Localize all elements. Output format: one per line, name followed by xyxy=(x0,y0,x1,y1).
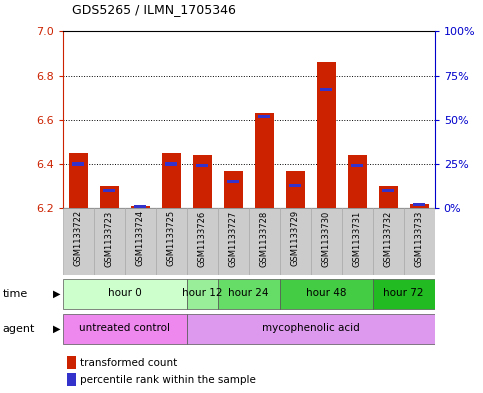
Bar xyxy=(224,171,242,208)
FancyBboxPatch shape xyxy=(94,208,125,275)
Text: hour 48: hour 48 xyxy=(306,288,346,298)
Text: GSM1133726: GSM1133726 xyxy=(198,210,207,266)
Bar xyxy=(289,184,301,187)
Text: GSM1133729: GSM1133729 xyxy=(291,210,300,266)
Bar xyxy=(410,204,428,208)
FancyBboxPatch shape xyxy=(125,208,156,275)
Bar xyxy=(69,153,87,208)
Text: GDS5265 / ILMN_1705346: GDS5265 / ILMN_1705346 xyxy=(72,3,236,16)
FancyBboxPatch shape xyxy=(249,208,280,275)
Bar xyxy=(100,186,119,208)
Text: untreated control: untreated control xyxy=(79,323,170,334)
FancyBboxPatch shape xyxy=(218,279,280,309)
FancyBboxPatch shape xyxy=(218,208,249,275)
Text: GSM1133728: GSM1133728 xyxy=(260,210,269,266)
Text: GSM1133722: GSM1133722 xyxy=(74,210,83,266)
FancyBboxPatch shape xyxy=(63,314,187,344)
FancyBboxPatch shape xyxy=(63,208,94,275)
Bar xyxy=(67,373,76,386)
FancyBboxPatch shape xyxy=(187,279,218,309)
Bar xyxy=(134,205,146,208)
Bar xyxy=(379,186,398,208)
FancyBboxPatch shape xyxy=(373,208,404,275)
Text: GSM1133730: GSM1133730 xyxy=(322,210,331,266)
Text: hour 0: hour 0 xyxy=(108,288,142,298)
Text: time: time xyxy=(2,289,28,299)
Text: GSM1133732: GSM1133732 xyxy=(384,210,393,266)
Text: mycophenolic acid: mycophenolic acid xyxy=(262,323,360,334)
Bar xyxy=(258,115,270,118)
Text: hour 72: hour 72 xyxy=(384,288,424,298)
Text: GSM1133727: GSM1133727 xyxy=(229,210,238,266)
Text: transformed count: transformed count xyxy=(80,358,177,367)
Bar xyxy=(193,155,212,208)
Bar xyxy=(227,180,239,184)
Text: ▶: ▶ xyxy=(53,324,60,334)
Text: hour 24: hour 24 xyxy=(228,288,269,298)
Bar xyxy=(348,155,367,208)
FancyBboxPatch shape xyxy=(342,208,373,275)
Text: GSM1133723: GSM1133723 xyxy=(105,210,114,266)
Bar xyxy=(255,113,273,208)
FancyBboxPatch shape xyxy=(187,314,435,344)
Bar xyxy=(165,162,177,166)
FancyBboxPatch shape xyxy=(187,208,218,275)
Bar xyxy=(131,206,150,208)
FancyBboxPatch shape xyxy=(404,208,435,275)
Text: percentile rank within the sample: percentile rank within the sample xyxy=(80,375,256,384)
Bar xyxy=(320,88,332,92)
Bar xyxy=(351,164,363,167)
Text: GSM1133731: GSM1133731 xyxy=(353,210,362,266)
Bar xyxy=(317,62,336,208)
FancyBboxPatch shape xyxy=(280,279,373,309)
Bar xyxy=(286,171,304,208)
FancyBboxPatch shape xyxy=(311,208,342,275)
Bar xyxy=(382,189,394,192)
Bar xyxy=(72,162,85,166)
Text: GSM1133733: GSM1133733 xyxy=(415,210,424,267)
Text: GSM1133725: GSM1133725 xyxy=(167,210,176,266)
FancyBboxPatch shape xyxy=(156,208,187,275)
Bar xyxy=(196,164,208,167)
Bar xyxy=(162,153,181,208)
Bar xyxy=(67,356,76,369)
Text: GSM1133724: GSM1133724 xyxy=(136,210,145,266)
Text: hour 12: hour 12 xyxy=(182,288,223,298)
Text: ▶: ▶ xyxy=(53,289,60,299)
Bar xyxy=(103,189,115,192)
Text: agent: agent xyxy=(2,324,35,334)
FancyBboxPatch shape xyxy=(280,208,311,275)
FancyBboxPatch shape xyxy=(373,279,435,309)
Bar xyxy=(413,203,425,206)
FancyBboxPatch shape xyxy=(63,279,187,309)
